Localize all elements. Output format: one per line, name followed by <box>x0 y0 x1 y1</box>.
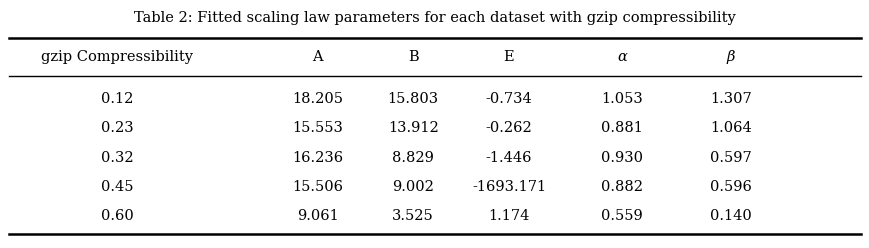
Text: 1.053: 1.053 <box>600 92 642 106</box>
Text: 0.45: 0.45 <box>101 180 134 194</box>
Text: 1.174: 1.174 <box>488 209 529 223</box>
Text: Table 2: Fitted scaling law parameters for each dataset with gzip compressibilit: Table 2: Fitted scaling law parameters f… <box>134 11 735 25</box>
Text: 0.23: 0.23 <box>101 122 134 135</box>
Text: 0.881: 0.881 <box>600 122 642 135</box>
Text: 3.525: 3.525 <box>392 209 434 223</box>
Text: 9.061: 9.061 <box>296 209 338 223</box>
Text: -0.734: -0.734 <box>485 92 532 106</box>
Text: A: A <box>312 50 322 64</box>
Text: 15.506: 15.506 <box>292 180 342 194</box>
Text: 0.597: 0.597 <box>709 151 751 165</box>
Text: -1.446: -1.446 <box>485 151 532 165</box>
Text: 0.882: 0.882 <box>600 180 642 194</box>
Text: 0.596: 0.596 <box>709 180 751 194</box>
Text: -0.262: -0.262 <box>485 122 532 135</box>
Text: 13.912: 13.912 <box>388 122 438 135</box>
Text: 0.12: 0.12 <box>101 92 134 106</box>
Text: 0.60: 0.60 <box>101 209 134 223</box>
Text: 1.307: 1.307 <box>709 92 751 106</box>
Text: B: B <box>408 50 418 64</box>
Text: gzip Compressibility: gzip Compressibility <box>42 50 193 64</box>
Text: 8.829: 8.829 <box>392 151 434 165</box>
Text: -1693.171: -1693.171 <box>471 180 546 194</box>
Text: 0.32: 0.32 <box>101 151 134 165</box>
Text: 15.553: 15.553 <box>292 122 342 135</box>
Text: 0.140: 0.140 <box>709 209 751 223</box>
Text: 18.205: 18.205 <box>292 92 342 106</box>
Text: β: β <box>726 50 734 64</box>
Text: E: E <box>503 50 514 64</box>
Text: 15.803: 15.803 <box>388 92 438 106</box>
Text: α: α <box>616 50 627 64</box>
Text: 9.002: 9.002 <box>392 180 434 194</box>
Text: 0.930: 0.930 <box>600 151 642 165</box>
Text: 0.559: 0.559 <box>600 209 642 223</box>
Text: 1.064: 1.064 <box>709 122 751 135</box>
Text: 16.236: 16.236 <box>292 151 342 165</box>
